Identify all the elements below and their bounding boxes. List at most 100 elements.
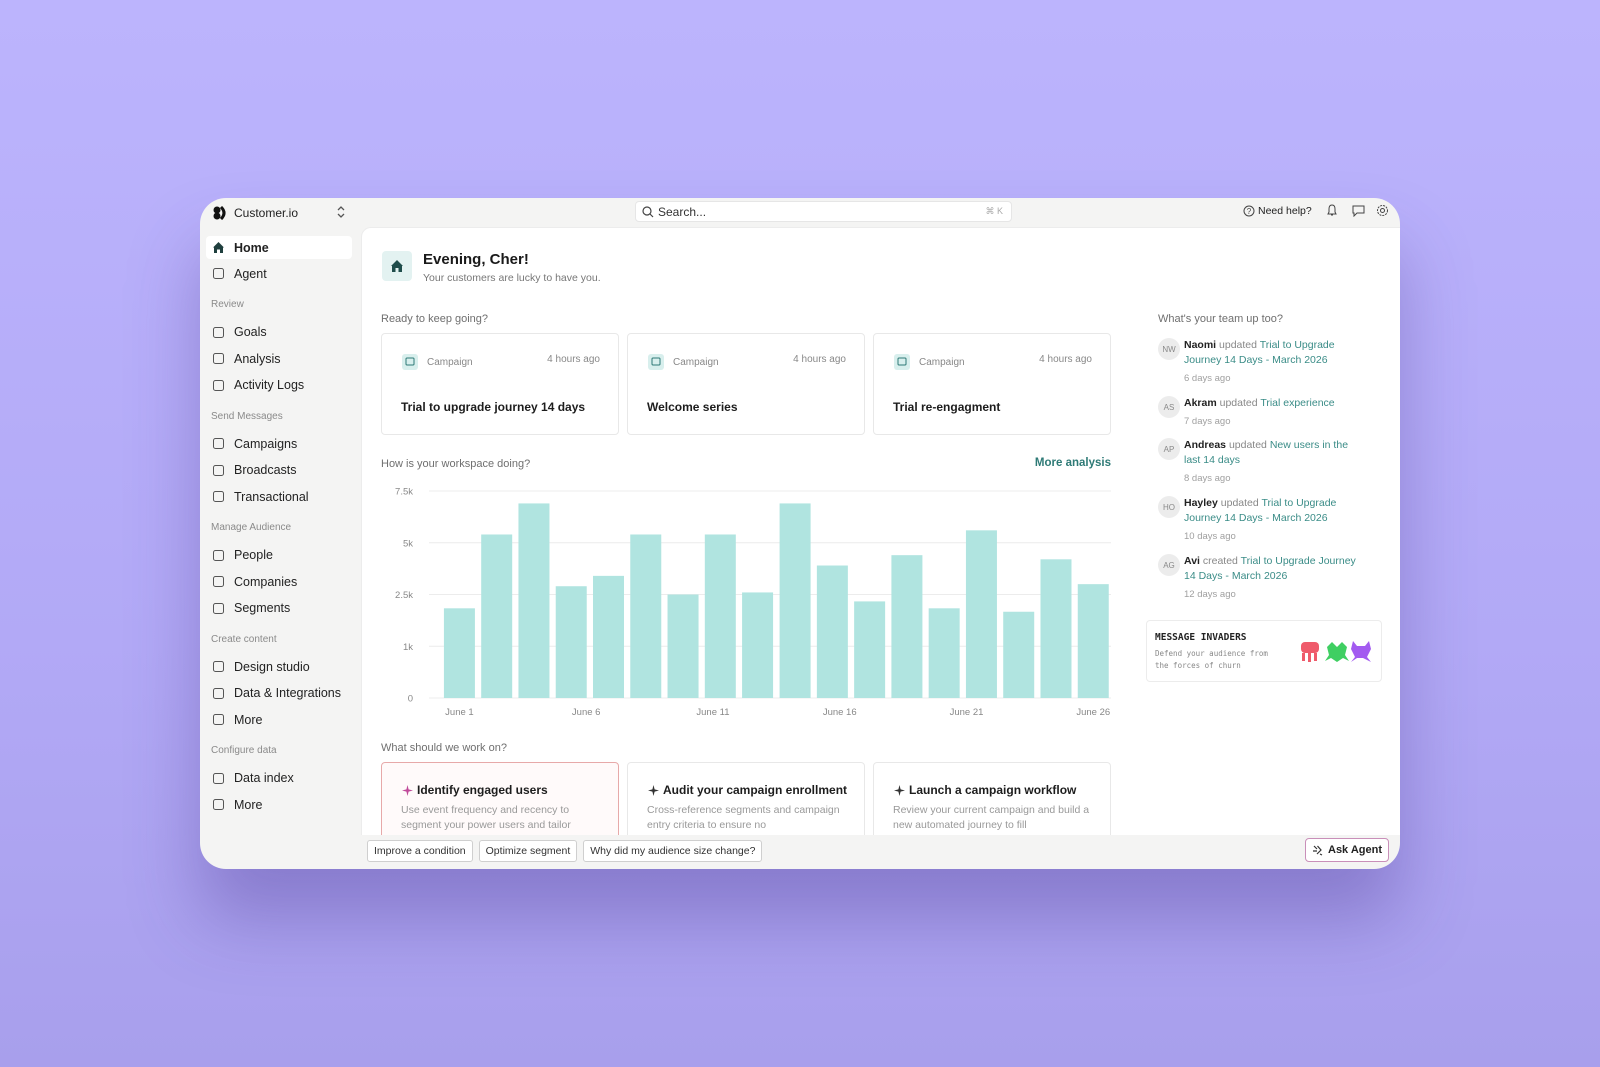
activity-item: AP Andreas updated New users in the last … <box>1158 438 1373 494</box>
icon-shape <box>213 687 224 699</box>
more-analysis-link[interactable]: More analysis <box>1034 457 1111 469</box>
recent-card[interactable]: Campaign 4 hours ago Trial re-engagment <box>873 333 1111 435</box>
nav-item[interactable]: More <box>206 792 352 819</box>
nav-item[interactable]: Design studio <box>206 654 352 681</box>
activity-text: Naomi updated Trial to Upgrade Journey 1… <box>1184 338 1359 386</box>
target-link[interactable]: Trial to Upgrade Journey 14 Days - March… <box>1184 555 1356 582</box>
search-box[interactable]: Search... ⌘ K <box>635 201 1012 222</box>
help-link[interactable]: Need help? <box>1258 205 1312 217</box>
bar <box>481 534 513 698</box>
prompt-chip[interactable]: Why did my audience size change? <box>583 840 763 862</box>
bar <box>1040 559 1072 698</box>
workspace-switch[interactable] <box>337 205 345 219</box>
nav-label: Analysis <box>234 351 281 366</box>
bar <box>555 586 587 698</box>
suggestion-card[interactable]: Audit your campaign enrollment Cross-refe… <box>627 762 865 835</box>
bar <box>1003 611 1035 698</box>
bar <box>816 565 848 698</box>
bar <box>593 575 625 698</box>
target-link[interactable]: Trial experience <box>1260 397 1335 409</box>
prompt-chip[interactable]: Optimize segment <box>478 840 578 862</box>
action: updated <box>1219 397 1258 409</box>
campaign-icon <box>648 354 664 370</box>
nav-item[interactable]: Goals <box>206 319 352 346</box>
nav-icon <box>213 379 224 391</box>
suggestion-card[interactable]: Launch a campaign workflow Review your cu… <box>873 762 1111 835</box>
card-kind: Campaign <box>673 357 719 368</box>
icon-shape <box>213 268 224 280</box>
app-window: Customer.io Search... ⌘ K ? Need help? H… <box>200 198 1400 869</box>
nav-label: Segments <box>234 601 291 616</box>
section-title: What's your team up too? <box>1158 313 1283 325</box>
bar <box>742 592 774 698</box>
nav-item[interactable]: Home <box>206 236 352 259</box>
promo-card[interactable]: MESSAGE INVADERS Defend your audience fr… <box>1146 620 1382 682</box>
recent-cards: Campaign 4 hours ago Trial to upgrade jour… <box>381 333 1111 435</box>
nav-label: Goals <box>234 325 267 340</box>
recent-card[interactable]: Campaign 4 hours ago Welcome series <box>627 333 865 435</box>
brand-name: Customer.io <box>234 206 299 220</box>
nav-item[interactable]: Companies <box>206 569 352 596</box>
nav-item[interactable]: Data & Integrations <box>206 680 352 707</box>
nav-item[interactable]: Campaigns <box>206 431 352 458</box>
target-link[interactable]: Trial to Upgrade Journey 14 Days - March… <box>1184 497 1337 524</box>
nav-item[interactable]: Broadcasts <box>206 457 352 484</box>
ask-agent-button[interactable]: Ask Agent <box>1305 838 1389 862</box>
icon-bg <box>402 354 418 370</box>
nav-item[interactable]: Segments <box>206 595 352 622</box>
icon-shape <box>213 549 224 561</box>
bar <box>891 555 923 698</box>
nav-item[interactable]: Agent <box>206 261 352 288</box>
nav-icon <box>213 549 224 561</box>
x-tick-label: June 26 <box>1076 707 1110 718</box>
icon-bg <box>894 354 910 370</box>
prompt-chip[interactable]: Improve a condition <box>367 840 473 862</box>
sparkle-icon <box>402 785 413 796</box>
x-tick-label: June 21 <box>950 707 984 718</box>
actor-name: Naomi <box>1184 339 1217 351</box>
nav-item[interactable]: Transactional <box>206 484 352 511</box>
icon-shape <box>213 661 224 673</box>
icon-shape <box>402 785 413 796</box>
bar <box>1077 584 1109 698</box>
actor-name: Andreas <box>1184 439 1227 451</box>
target-link[interactable]: Trial to Upgrade Journey 14 Days - March… <box>1184 339 1335 366</box>
greeting-subtitle: Your customers are lucky to have you. <box>423 272 601 284</box>
activity-item: AG Avi created Trial to Upgrade Journey 1… <box>1158 554 1373 610</box>
icon-shape <box>213 379 224 391</box>
action: updated <box>1219 339 1257 351</box>
icon-shape <box>651 357 661 366</box>
avatar: AG <box>1158 554 1180 576</box>
suggestion-text: Cross-reference segments and campaign en… <box>647 804 840 831</box>
target-link[interactable]: New users in the last 14 days <box>1184 439 1349 466</box>
nav-label: Data index <box>234 771 294 786</box>
chart-title: How is your workspace doing? <box>381 458 531 470</box>
nav-section-title: Create content <box>211 633 277 645</box>
suggestion-text: Use event frequency and recency to segme… <box>401 804 571 831</box>
nav-item[interactable]: Data index <box>206 765 352 792</box>
y-tick-label: 0 <box>408 694 413 705</box>
nav-label: Transactional <box>234 489 309 504</box>
activity-text: Akram updated Trial experience 7 days ago <box>1184 396 1359 429</box>
nav-icon <box>213 799 224 811</box>
nav-section-title: Configure data <box>211 745 277 756</box>
card-time: 4 hours ago <box>793 354 846 365</box>
messages-icon[interactable] <box>1352 204 1365 217</box>
nav-item[interactable]: People <box>206 542 352 569</box>
settings-icon[interactable] <box>1376 204 1389 217</box>
nav-item[interactable]: More <box>206 707 352 734</box>
nav-label: Broadcasts <box>234 463 297 478</box>
nav-item[interactable]: Analysis <box>206 346 352 373</box>
card-name: Trial to upgrade journey 14 days <box>401 400 586 414</box>
activity-item: NW Naomi updated Trial to Upgrade Journey… <box>1158 338 1373 394</box>
bar <box>667 594 699 698</box>
recent-card[interactable]: Campaign 4 hours ago Trial to upgrade jour… <box>381 333 619 435</box>
nav-icon <box>213 714 224 726</box>
nav-item[interactable]: Activity Logs <box>206 372 352 399</box>
search-placeholder: Search... <box>658 205 707 219</box>
agent-icon <box>1313 845 1323 856</box>
suggestion-card[interactable]: Identify engaged users Use event frequenc… <box>381 762 619 835</box>
home-badge-icon <box>391 260 403 272</box>
notifications-icon[interactable] <box>1326 204 1338 217</box>
